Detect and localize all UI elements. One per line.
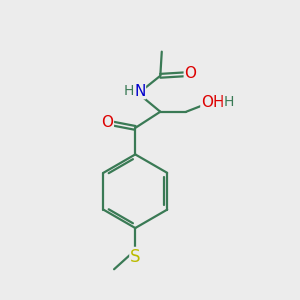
Text: S: S [130,248,140,266]
Text: OH: OH [201,94,224,110]
Text: H: H [224,95,234,109]
Text: H: H [124,84,134,98]
Text: O: O [184,66,196,81]
Text: O: O [101,116,113,130]
Text: N: N [134,84,146,99]
